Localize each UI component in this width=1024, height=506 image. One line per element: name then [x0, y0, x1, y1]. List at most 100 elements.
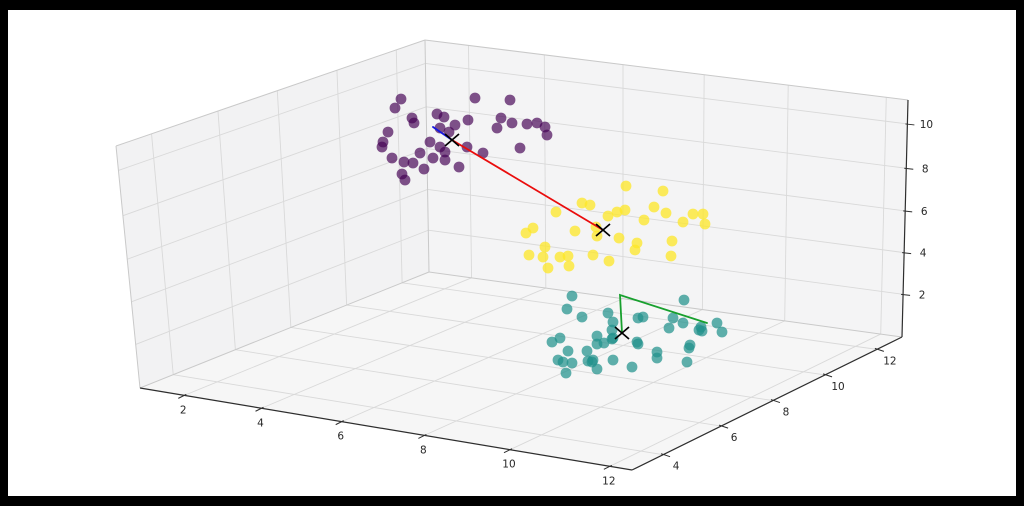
scatter-point	[591, 338, 603, 350]
grid-line	[341, 298, 624, 423]
scatter-point	[453, 161, 465, 173]
pane-edge	[139, 271, 430, 389]
scatter-point	[667, 312, 679, 324]
scatter-point	[389, 102, 401, 114]
pane-edge	[424, 39, 909, 101]
scatter-point	[591, 330, 603, 342]
x-tick-label: 2	[180, 404, 187, 416]
scatter-point	[697, 208, 709, 220]
scatter-point	[602, 210, 614, 222]
scatter-point	[666, 235, 678, 247]
grid-line	[118, 63, 426, 171]
scatter-point	[613, 232, 625, 244]
grid-line	[131, 188, 428, 303]
x-tick-label: 10	[502, 459, 515, 471]
grid-line	[184, 277, 472, 396]
scatter-point	[677, 216, 689, 228]
scatter-point	[699, 218, 711, 230]
grid-line	[151, 133, 174, 375]
y-tick-mark	[874, 347, 885, 352]
scatter-point	[462, 114, 474, 126]
scatter-point	[408, 117, 420, 129]
scatter-point	[681, 356, 693, 368]
grid-line	[261, 287, 547, 409]
x-tick-mark	[255, 406, 264, 412]
scatter-point	[520, 227, 532, 239]
z-axis-spine	[901, 99, 909, 338]
scatter-point	[620, 180, 632, 192]
scatter-point	[399, 174, 411, 186]
cluster-yellow-centroid-x-marker	[595, 223, 611, 237]
scatter-point	[554, 251, 566, 263]
z-tick-label: 2	[919, 289, 926, 301]
shift-line-green	[619, 293, 708, 334]
scatter-point	[506, 117, 518, 129]
scatter-point	[477, 147, 489, 159]
y-tick-label: 8	[783, 407, 790, 419]
grid-line	[784, 85, 789, 321]
x-axis-spine	[139, 387, 633, 471]
pane-left-wall	[116, 40, 429, 388]
scatter-point	[554, 332, 566, 344]
scatter-point	[523, 249, 535, 261]
cluster-purple-centroid-x-marker	[444, 133, 460, 147]
x-tick-mark	[503, 448, 513, 454]
scatter-point	[563, 260, 575, 272]
grid-line	[217, 110, 236, 350]
grid-line	[135, 229, 429, 345]
scatter-point	[504, 94, 516, 106]
scatter-point	[418, 163, 430, 175]
grid-line	[346, 304, 826, 376]
z-tick-mark	[905, 123, 915, 126]
z-tick-mark	[904, 167, 914, 170]
scatter-point	[386, 152, 398, 164]
y-tick-label: 4	[673, 461, 680, 473]
scatter-point	[469, 92, 481, 104]
scatter-point	[398, 156, 410, 168]
scatter-point	[678, 294, 690, 306]
scatter-point	[591, 363, 603, 375]
centroid-markers	[444, 133, 630, 340]
z-tick-label: 10	[920, 119, 933, 131]
pane-edge	[424, 39, 430, 273]
pane-floor	[140, 272, 902, 470]
scatter-point	[562, 345, 574, 357]
scatter-point	[587, 249, 599, 261]
y-tick-label: 10	[831, 381, 844, 393]
cluster-yellow	[520, 180, 711, 274]
pane-edges	[115, 39, 909, 389]
scatter-point	[491, 122, 503, 134]
scatter-point	[546, 336, 558, 348]
x-tick-mark	[178, 393, 187, 399]
scatter-point	[495, 112, 507, 124]
scatter-point	[539, 241, 551, 253]
grid-line	[428, 229, 904, 295]
y-tick-mark	[770, 399, 781, 404]
scatter-point	[716, 326, 728, 338]
grid-line	[173, 374, 664, 456]
scatter-point	[376, 141, 388, 153]
scatter-point	[660, 207, 672, 219]
scatter-point	[607, 354, 619, 366]
x-tick-mark	[603, 464, 613, 470]
scatter-point	[561, 303, 573, 315]
y-tick-mark	[822, 373, 833, 378]
pane-edge	[115, 145, 141, 389]
scatter-point	[602, 307, 614, 319]
scatter-point	[569, 225, 581, 237]
grid-line	[122, 106, 427, 217]
scatter-point	[581, 345, 593, 357]
y-tick-mark	[660, 453, 671, 458]
scatter-point	[651, 352, 663, 364]
scatter-point	[606, 333, 618, 345]
scatter-point	[638, 214, 650, 226]
y-tick-mark	[718, 424, 729, 429]
y-axis-spine	[631, 336, 903, 471]
scatter-point	[531, 117, 543, 129]
cluster-teal-centroid-x-marker	[614, 326, 630, 340]
scatter-point	[541, 129, 553, 141]
scatter-point	[603, 255, 615, 267]
scatter-point	[550, 206, 562, 218]
x-tick-label: 4	[257, 417, 264, 429]
z-tick-mark	[902, 252, 912, 255]
